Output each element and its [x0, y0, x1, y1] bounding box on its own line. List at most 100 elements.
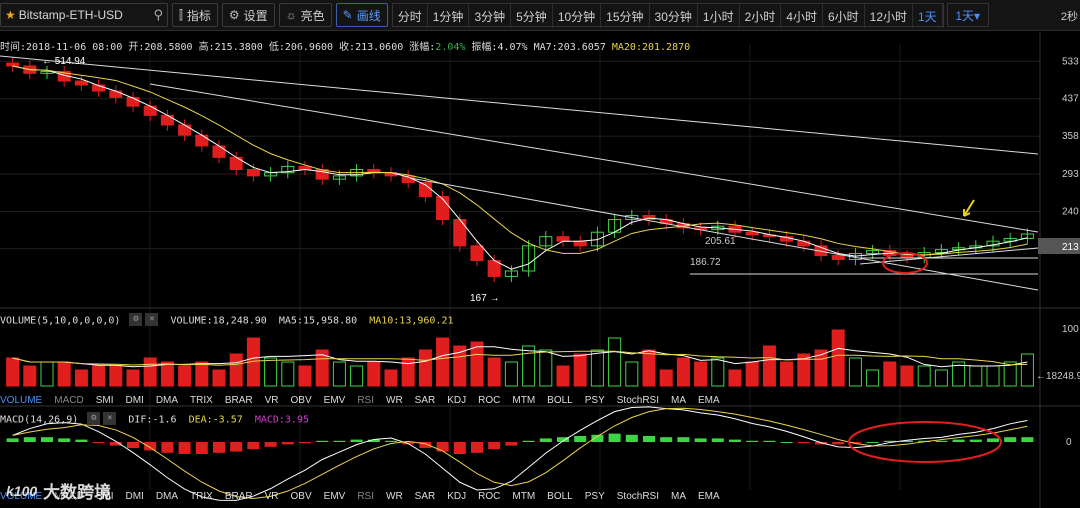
interval-2[interactable]: 3分钟 [469, 4, 512, 28]
indicator-tab-dma[interactable]: DMA [155, 395, 179, 406]
indicator-tab-stochrsi[interactable]: StochRSI [616, 491, 659, 502]
indicator-tab-macd[interactable]: MACD [54, 395, 84, 406]
indicator-tab-roc[interactable]: ROC [478, 395, 501, 406]
indicator-tab-obv[interactable]: OBV [290, 491, 312, 502]
symbol-search[interactable]: ★ Bitstamp-ETH-USD ⚲ [0, 3, 168, 27]
volume-bar [470, 341, 484, 387]
indicator-tab-boll[interactable]: BOLL [547, 491, 573, 502]
indicator-tab-brar[interactable]: BRAR [224, 395, 253, 406]
indicator-tab-rsi[interactable]: RSI [357, 491, 374, 502]
refresh-rate[interactable]: 2秒 [1060, 11, 1078, 23]
trendline [149, 83, 1039, 233]
indicator-tab-sar[interactable]: SAR [414, 491, 436, 502]
indicator-tab-emv[interactable]: EMV [323, 395, 346, 406]
volume-bar [900, 365, 914, 387]
indicator-tab-ema[interactable]: EMA [698, 395, 720, 406]
indicator-tab-psy[interactable]: PSY [584, 395, 605, 406]
indicator-tab-trix[interactable]: TRIX [190, 395, 213, 406]
interval-12[interactable]: 1天 [913, 4, 943, 28]
indicator-tab-ema[interactable]: EMA [698, 491, 720, 502]
interval-8[interactable]: 2小时 [740, 4, 782, 28]
draw-button[interactable]: ✎ 画线 [335, 3, 388, 27]
candle [246, 169, 260, 177]
macd-bar [969, 439, 982, 442]
macd-bar [264, 442, 277, 447]
settings-button[interactable]: ⚙ 设置 [221, 3, 275, 27]
interval-3[interactable]: 5分钟 [511, 4, 553, 28]
macd-bar [591, 434, 604, 442]
indicator-tab-volume[interactable]: VOLUME [0, 395, 43, 406]
indicator-tab-dmi[interactable]: DMI [125, 395, 144, 406]
indicator-tab-emv[interactable]: EMV [323, 491, 346, 502]
volume-bar [6, 357, 20, 387]
indicator-tab-vr[interactable]: VR [264, 395, 279, 406]
gear-icon: ⚙ [228, 8, 240, 22]
volume-bar [848, 357, 862, 387]
indicator-tab-trix[interactable]: TRIX [190, 491, 213, 502]
macd-value: MACD:3.95 [254, 414, 309, 426]
volume-bar [350, 365, 364, 387]
indicator-tab-ma[interactable]: MA [671, 395, 686, 406]
indicator-tab-brar[interactable]: BRAR [224, 491, 253, 502]
indicator-tab-rsi[interactable]: RSI [357, 395, 374, 406]
indicator-tab-mtm[interactable]: MTM [512, 395, 536, 406]
indicator-tab-obv[interactable]: OBV [290, 395, 312, 406]
macd-bar [711, 438, 724, 442]
candle [1003, 237, 1017, 242]
interval-4[interactable]: 10分钟 [553, 4, 602, 28]
macd-bar [23, 437, 36, 442]
indicator-tab-dma[interactable]: DMA [155, 491, 179, 502]
indicator-tab-vr[interactable]: VR [264, 491, 279, 502]
indicator-tab-stochrsi[interactable]: StochRSI [616, 395, 659, 406]
indicator-tab-roc[interactable]: ROC [478, 491, 501, 502]
interval-1[interactable]: 1分钟 [428, 4, 470, 28]
volume-bar [160, 361, 174, 387]
volume-value: VOLUME:18,248.90 [170, 315, 267, 327]
pane-close-icon[interactable]: ✕ [145, 313, 159, 326]
interval-5[interactable]: 15分钟 [601, 4, 650, 28]
level-annotation: 186.72 [690, 257, 721, 268]
indicator-tab-macd[interactable]: MACD [54, 491, 84, 502]
macd-pane-header: MACD(14,26,9) ⚙ ✕ DIF:-1.6 DEA:-3.57 MACD… [0, 412, 309, 426]
indicator-tab-wr[interactable]: WR [386, 395, 403, 406]
theme-button[interactable]: ☼ 亮色 [278, 3, 332, 27]
interval-7[interactable]: 1小时 [698, 4, 740, 28]
macd-bar [660, 437, 673, 442]
macd-axis-zero: 0 [1066, 437, 1072, 448]
indicator-tab-ma[interactable]: MA [671, 491, 686, 502]
indicator-tab-smi[interactable]: SMI [95, 491, 114, 502]
candle [539, 236, 553, 247]
indicator-tab-wr[interactable]: WR [386, 491, 403, 502]
pane-close-icon[interactable]: ✕ [103, 412, 117, 425]
indicator-tab-smi[interactable]: SMI [95, 395, 114, 406]
pane-settings-icon[interactable]: ⚙ [129, 313, 143, 326]
volume-bar [676, 357, 690, 387]
indicator-tab-dmi[interactable]: DMI [125, 491, 144, 502]
volume-bar [642, 349, 656, 387]
indicator-tab-kdj[interactable]: KDJ [447, 491, 467, 502]
volume-bar [178, 365, 192, 387]
indicator-tab-psy[interactable]: PSY [584, 491, 605, 502]
pane-settings-icon[interactable]: ⚙ [87, 412, 101, 425]
favorite-star-icon[interactable]: ★ [5, 8, 16, 22]
search-icon[interactable]: ⚲ [153, 7, 163, 22]
indicator-tab-mtm[interactable]: MTM [512, 491, 536, 502]
volume-bar [728, 369, 742, 387]
interval-11[interactable]: 12小时 [865, 4, 913, 28]
interval-10[interactable]: 6小时 [823, 4, 865, 28]
indicator-tab-kdj[interactable]: KDJ [447, 395, 467, 406]
volume-bar [797, 353, 811, 387]
candle [900, 254, 914, 258]
interval-0[interactable]: 分时 [393, 4, 428, 28]
indicator-tab-volume[interactable]: VOLUME [0, 491, 43, 502]
interval-9[interactable]: 4小时 [781, 4, 823, 28]
indicator-tab-boll[interactable]: BOLL [547, 395, 573, 406]
candle [642, 214, 656, 221]
symbol-name: Bitstamp-ETH-USD [18, 8, 123, 22]
interval-dropdown[interactable]: 1天▾ [946, 3, 989, 27]
indicator-tab-sar[interactable]: SAR [414, 395, 436, 406]
indicator-button[interactable]: ⫿ 指标 [172, 3, 218, 27]
interval-6[interactable]: 30分钟 [650, 4, 698, 28]
